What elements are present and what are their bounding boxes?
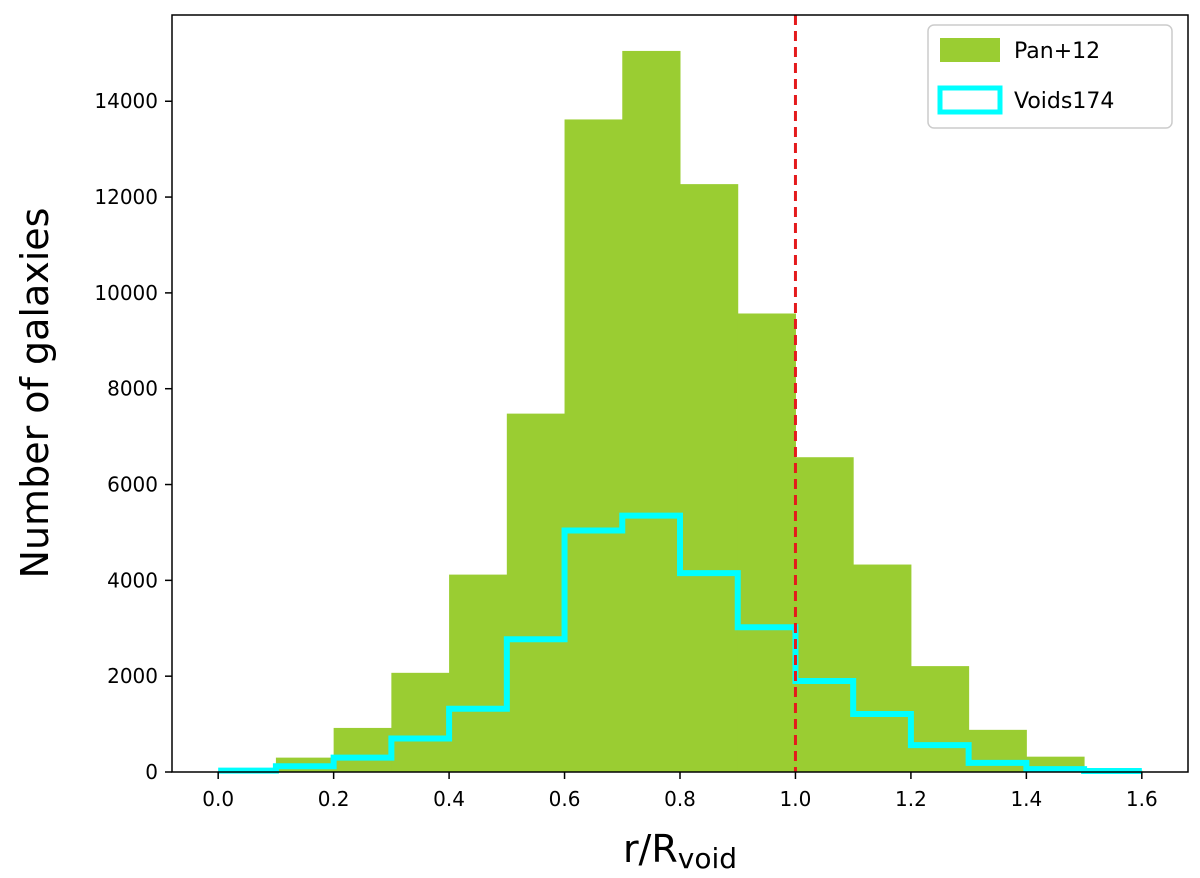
y-tick-label: 14000 [94, 89, 158, 113]
x-tick-label: 0.0 [202, 787, 234, 811]
legend-label-pan12: Pan+12 [1014, 39, 1100, 64]
x-axis-title-subscript: void [678, 842, 737, 875]
y-axis: 0 2000 4000 6000 8000 10000 12000 14000 [94, 89, 172, 784]
legend-label-voids174: Voids174 [1014, 89, 1114, 114]
pan12-bars [218, 50, 1143, 773]
y-tick-label: 12000 [94, 185, 158, 209]
y-axis-title: Number of galaxies [13, 208, 57, 579]
y-tick-label: 4000 [107, 568, 158, 592]
pan12-bar [391, 672, 450, 772]
x-tick-label: 1.2 [895, 787, 927, 811]
x-tick-label: 0.2 [318, 787, 350, 811]
x-axis-title: r/Rvoid [623, 827, 737, 875]
pan12-bar [449, 574, 508, 772]
x-axis-title-main: r/R [623, 827, 678, 871]
x-tick-label: 0.4 [433, 787, 465, 811]
x-tick-label: 0.6 [549, 787, 581, 811]
pan12-bar [910, 666, 970, 772]
legend: Pan+12 Voids174 [927, 24, 1173, 129]
y-tick-label: 0 [145, 760, 158, 784]
pan12-bar [737, 313, 796, 772]
pan12-bar [795, 457, 854, 772]
pan12-bar [622, 50, 681, 773]
pan12-bar [564, 119, 623, 772]
y-tick-label: 2000 [107, 664, 158, 688]
y-tick-label: 10000 [94, 281, 158, 305]
x-tick-label: 1.6 [1126, 787, 1158, 811]
x-axis: 0.0 0.2 0.4 0.6 0.8 1.0 1.2 1.4 1.6 [202, 772, 1158, 811]
legend-swatch-pan12 [940, 38, 1000, 62]
pan12-bar [333, 727, 392, 772]
pan12-bar [853, 564, 912, 772]
x-tick-label: 1.4 [1010, 787, 1042, 811]
legend-swatch-voids174 [937, 85, 1003, 115]
y-tick-label: 6000 [107, 473, 158, 497]
voids174-step-line [218, 512, 1142, 775]
x-tick-label: 0.8 [664, 787, 696, 811]
pan12-bar [506, 413, 566, 772]
y-tick-label: 8000 [107, 377, 158, 401]
pan12-bar [680, 184, 739, 773]
x-tick-label: 1.0 [780, 787, 812, 811]
